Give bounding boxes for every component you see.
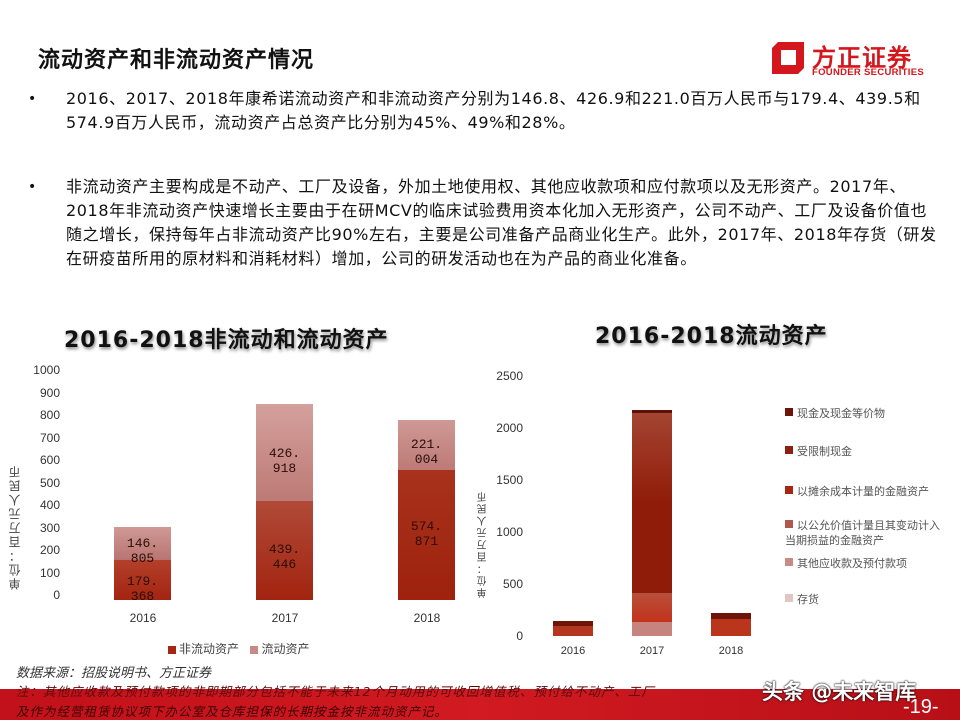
bullet-dot-icon: • [28, 91, 37, 107]
y-tick: 1500 [496, 473, 523, 487]
y-tick: 400 [39, 498, 60, 512]
y-tick: 2000 [496, 421, 523, 435]
bullet-text: 2016、2017、2018年康希诺流动资产和非流动资产分别为146.8、426… [66, 89, 921, 132]
legend-item-current: 流动资产 [250, 642, 309, 656]
legend-item-restricted-cash: 受限制现金 [785, 444, 955, 459]
value-label: 426. 918 [268, 446, 301, 476]
y-tick: 900 [39, 386, 60, 400]
footer-band [0, 689, 960, 720]
bar-2017 [632, 410, 672, 636]
right-y-axis-label: 单位：百万元人民币 [478, 490, 489, 598]
legend-swatch [785, 408, 793, 416]
y-tick: 600 [39, 453, 60, 467]
bullet-noncurrent-composition: • 非流动资产主要构成是不动产、工厂及设备，外加土地使用权、其他应收款项和应付款… [28, 175, 938, 271]
bar-2016 [553, 621, 593, 636]
legend-label: 以摊余成本计量的金融资产 [797, 485, 929, 498]
legend-swatch [168, 645, 176, 654]
legend-item-inventory: 存货 [785, 592, 955, 607]
watermark: 头条 @未来智库 [762, 680, 917, 704]
y-tick: 1000 [496, 525, 523, 539]
x-label: 2016 [129, 611, 157, 625]
y-tick: 500 [502, 577, 523, 591]
segment-amortised-cost-assets [632, 413, 672, 593]
right-chart-title: 2016-2018流动资产 [595, 324, 828, 349]
y-tick: 2500 [496, 369, 523, 383]
value-label: 221. 004 [410, 437, 443, 467]
legend-item-fvtpl: 以公允价值计量且其变动计入当期损益的金融资产 [785, 518, 950, 548]
segment-current [398, 420, 455, 470]
segment-noncurrent [114, 560, 171, 600]
segment-noncurrent [256, 501, 313, 600]
legend-label: 存货 [797, 593, 819, 606]
legend-swatch [785, 446, 793, 454]
value-label: 146. 805 [126, 536, 159, 566]
y-tick: 500 [39, 476, 60, 490]
page-title: 流动资产和非流动资产情况 [38, 47, 315, 73]
founder-securities-logo: 方正证券 FOUNDER SECURITIES [770, 38, 940, 82]
x-label: 2017 [639, 645, 665, 657]
legend-item-other-receivables: 其他应收款及预付款项 [785, 556, 955, 571]
left-chart-title: 2016-2018非流动和流动资产 [64, 328, 389, 353]
segment-fvtpl-assets [632, 593, 672, 622]
x-label: 2017 [271, 611, 299, 625]
y-tick: 800 [39, 408, 60, 422]
left-y-axis-label: 单位：百万元人民币 [8, 464, 22, 590]
bar-2017: 426. 918 439. 446 [256, 404, 313, 600]
y-tick: 1000 [33, 363, 60, 377]
logo-cn-text: 方正证券 [812, 44, 912, 72]
segment-restricted-cash [553, 626, 593, 636]
bullet-text: 非流动资产主要构成是不动产、工厂及设备，外加土地使用权、其他应收款项和应付款项以… [66, 177, 937, 268]
value-label: 179. 368 [126, 574, 159, 604]
segment-cash [553, 621, 593, 626]
bar-2016: 146. 805 179. 368 [114, 527, 171, 604]
x-label: 2016 [560, 645, 586, 657]
data-source: 数据来源：招股说明书、方正证券 [16, 666, 212, 681]
y-tick: 200 [39, 543, 60, 557]
legend-item-noncurrent: 非流动资产 [168, 642, 239, 656]
segment-current [256, 404, 313, 501]
logo-en-text: FOUNDER SECURITIES [812, 67, 925, 78]
y-tick: 0 [516, 629, 523, 643]
legend-item-amortised-cost: 以摊余成本计量的金融资产 [785, 484, 945, 499]
legend-label: 受限制现金 [797, 445, 852, 458]
y-tick: 300 [39, 521, 60, 535]
legend-swatch [785, 520, 793, 528]
legend-swatch [250, 645, 259, 654]
y-tick: 0 [53, 588, 60, 602]
legend-swatch [785, 594, 793, 602]
bar-2018 [711, 613, 751, 636]
bullet-dot-icon: • [28, 179, 37, 195]
legend-label: 现金及现金等价物 [797, 407, 885, 420]
y-tick: 100 [39, 566, 60, 580]
left-chart-legend: 非流动资产 流动资产 [168, 640, 309, 657]
legend-swatch [785, 486, 793, 494]
segment-current [114, 527, 171, 560]
segment-cash [632, 410, 672, 413]
value-label: 439. 446 [268, 542, 301, 572]
segment-noncurrent [398, 470, 455, 600]
footnote-line-1: 注：其他应收款及预付款项的非即期部分包括不能于未来12个月动用的可收回增值税、预… [16, 684, 655, 699]
logo-mark-icon [772, 42, 804, 74]
y-tick: 700 [39, 431, 60, 445]
segment-cash [711, 613, 751, 619]
x-label: 2018 [413, 611, 441, 625]
legend-item-cash: 现金及现金等价物 [785, 406, 955, 421]
bar-2018: 221. 004 574. 871 [398, 420, 455, 600]
legend-label: 流动资产 [261, 642, 310, 656]
footnote-line-2: 及作为经营租赁协议项下办公室及仓库担保的长期按金按非流动资产记。 [16, 704, 449, 719]
value-label: 574. 871 [410, 519, 443, 549]
legend-label: 其他应收款及预付款项 [797, 557, 907, 570]
legend-swatch [785, 558, 793, 566]
legend-label: 以公允价值计量且其变动计入当期损益的金融资产 [785, 519, 940, 547]
x-label: 2018 [718, 645, 744, 657]
bullet-asset-summary: • 2016、2017、2018年康希诺流动资产和非流动资产分别为146.8、4… [28, 87, 938, 135]
segment-other-receivables [632, 622, 672, 636]
segment-restricted-cash [711, 619, 751, 636]
page-number: -19- [903, 696, 939, 718]
legend-label: 非流动资产 [179, 642, 240, 656]
